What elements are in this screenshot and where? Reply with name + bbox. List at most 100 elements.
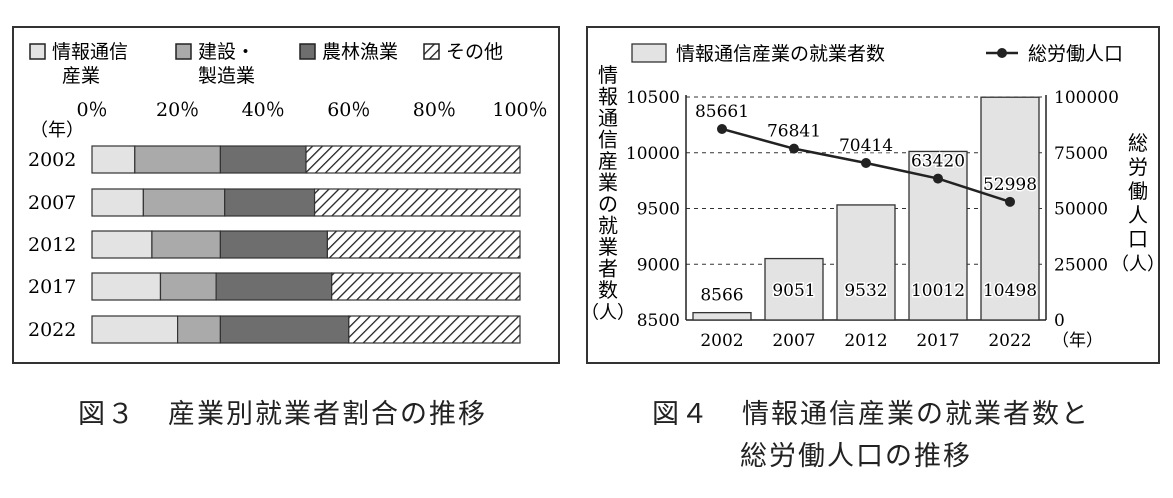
figure-4-caption-line2: 総労働人口の推移 [740,434,972,473]
left-axis-label-char: 数 [598,278,618,302]
right-axis-unit: （人） [1111,254,1165,275]
bar-segment-4 [331,272,521,301]
line-point [933,173,943,184]
left-axis-label-char: 者 [598,257,618,281]
bar-2012 [836,204,896,321]
bar-segment-1 [91,230,153,259]
bar-segment-2 [177,315,222,344]
left-axis-label-char: 信 [598,128,618,152]
category-axis-label: （年） [30,120,84,141]
line-value-label: 70414 [839,136,893,156]
right-tick-label: 0 [1054,311,1065,331]
line-value-label: 63420 [911,152,965,172]
figure-4-panel: 情報通信産業の就業者数 総労働人口 8500 9000 9500 10000 10500 0 2… [581,26,1165,364]
right-tick-label: 50000 [1054,200,1108,220]
left-tick-label: 10000 [626,144,680,164]
year-label: 2002 [28,149,76,171]
left-tick-label: 8500 [637,311,680,331]
bar-segment-4 [326,230,521,259]
bar-segment-4 [348,315,521,344]
legend-swatch-2 [175,43,192,60]
bar-2002 [692,311,752,321]
bar-value-label: 10498 [983,281,1037,301]
legend-marker [997,48,1007,58]
line-point [1005,196,1015,207]
bar-segment-1 [91,272,162,301]
line-point [861,157,871,168]
figure-3-title: 産業別就業者割合の推移 [168,399,487,430]
x-tick-label: 2007 [772,331,815,351]
figure-4-title-line2: 総労働人口の推移 [740,441,972,472]
legend-label-2-line2: 製造業 [198,65,255,87]
figure-4-label: 図４ [652,399,710,430]
bar-segment-1 [91,145,136,174]
x-tick-label: 2012 [844,331,887,351]
year-label: 2017 [28,276,76,298]
bar-segment-4 [313,188,521,217]
left-tick-label: 9500 [637,200,680,220]
left-axis-unit: （人） [581,303,635,324]
year-label: 2022 [28,319,76,341]
bar-segment-2 [134,145,222,174]
bar-segment-4 [305,145,521,174]
bar-2007 [764,257,824,321]
left-tick-label: 9000 [637,255,680,275]
bar-segment-3 [219,230,328,259]
bar-segment-3 [224,188,316,217]
x-tick-label: 60％ [327,99,370,121]
legend-label-4: その他 [446,41,503,63]
bar-2022 [980,96,1040,321]
line-value-label: 52998 [983,175,1037,195]
left-axis-label-char: 報 [598,85,618,109]
bar-segment-2 [142,188,226,217]
right-axis-label-char: 総 [1128,131,1148,155]
bar-segment-3 [215,272,333,301]
legend-label-3: 農林漁業 [322,41,398,63]
legend-label-bars: 情報通信産業の就業者数 [676,43,885,65]
stacked-bar-chart: 情報通信産業 建設・製造業 農林漁業 その他 0％ 20％ 40％ 60％ 80％ 100％ （年）… [28,41,548,344]
legend-label-2: 建設・ [198,41,255,63]
x-axis-unit: （年） [1052,331,1103,351]
x-tick-label: 20％ [156,99,199,121]
right-tick-label: 100000 [1054,88,1119,108]
legend-swatch-1 [29,43,46,60]
year-label: 2012 [28,234,76,256]
left-axis-label-char: 情 [598,63,618,87]
bar-value-label: 9532 [844,281,887,301]
left-axis-label-char: 業 [598,235,618,259]
right-tick-label: 75000 [1054,144,1108,164]
figure-3-caption: 図３ 産業別就業者割合の推移 [78,392,487,431]
right-tick-label: 25000 [1054,255,1108,275]
bar-segment-3 [219,145,307,174]
legend-label-1-line2: 産業 [62,65,100,87]
x-tick-label: 2002 [700,331,743,351]
left-axis-label-char: の [598,192,618,216]
x-tick-label: 2017 [916,331,959,351]
right-axis-label-char: 人 [1128,203,1148,227]
bar-segment-3 [219,315,350,344]
x-tick-label: 40％ [242,99,285,121]
bar-segment-1 [91,315,179,344]
line-value-label: 85661 [695,102,749,122]
line-point [717,123,727,134]
bar-segment-1 [91,188,144,217]
legend-label-1: 情報通信 [52,41,128,63]
x-tick-label: 100％ [492,99,547,121]
figure-4-caption: 図４ 情報通信産業の就業者数と [652,392,1090,431]
right-axis-label-char: 口 [1128,227,1148,251]
x-tick-label: 80％ [413,99,456,121]
bar-value-label: 9051 [772,281,815,301]
bar-value-label: 10012 [911,281,965,301]
right-axis-label-char: 働 [1128,179,1148,203]
line-value-label: 76841 [767,122,821,142]
legend-swatch-4 [423,43,440,60]
left-axis-label-char: 産 [598,149,618,173]
bar-value-label: 8566 [700,286,743,306]
x-tick-label: 0％ [76,99,107,121]
left-axis-label-char: 就 [598,214,618,238]
line-point [789,143,799,154]
legend-swatch-bars [631,43,667,63]
legend-label-line: 総労働人口 [1028,43,1123,65]
figure-3-label: 図３ [78,399,136,430]
left-axis-label-char: 業 [598,171,618,195]
